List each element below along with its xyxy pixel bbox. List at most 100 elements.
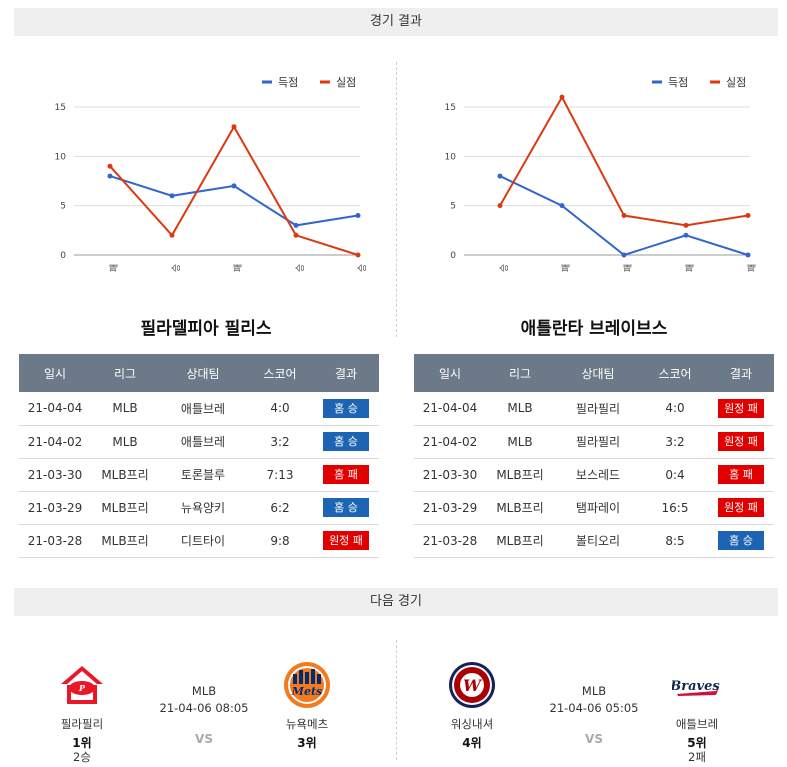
result-cell: 원정 패 [708,392,774,426]
score-cell: 0:4 [642,458,708,492]
result-cell: 홈 승 [708,524,774,558]
next-game-nationals-braves[interactable]: W 워싱내셔 4위 MLB 21-04-06 05:05 VS Braves 애… [404,650,784,765]
y-tick-label: 10 [55,152,67,162]
data-point [231,124,237,130]
league-cell: MLB [91,425,159,459]
date-cell: 21-04-02 [19,425,91,459]
x-tick-label: 승 [295,264,306,272]
league-cell: MLB프리 [91,491,159,525]
braves-line-chart: 0 5 10 15 승 패 패 패 패 득점 실점 [445,76,758,272]
opponent-cell: 볼티오리 [554,524,642,558]
x-tick-label: 패 [747,264,758,272]
game-league: MLB [191,684,217,698]
x-tick-label: 패 [109,264,120,272]
x-tick-label: 패 [685,264,696,272]
score-cell: 3:2 [642,425,708,459]
phillies-results-table: 일시 리그 상대팀 스코어 결과 21-04-04 MLB 애틀브레 4:0 홈 승 21… [19,354,379,558]
result-badge: 홈 패 [718,465,764,484]
header-league: 리그 [91,354,159,392]
table-row: 21-03-30 MLB프리 보스레드 0:4 홈 패 [414,458,774,492]
result-badge: 홈 승 [323,398,369,418]
result-cell: 홈 승 [313,491,379,525]
header-score: 스코어 [642,354,708,392]
result-badge: 홈 패 [323,465,369,484]
header-opponent: 상대팀 [159,354,247,392]
legend-label: 실점 [336,76,356,89]
date-cell: 21-03-30 [414,458,486,492]
svg-text:Braves: Braves [672,679,720,694]
next-game-divider [396,640,397,760]
game-info: MLB 21-04-06 05:05 VS [529,684,659,746]
away-team-streak: 2패 [688,750,706,764]
table-row: 21-03-30 MLB프리 토론블루 7:13 홈 패 [19,458,379,492]
result-badge: 원정 패 [718,432,764,451]
away-team[interactable]: Braves 애틀브레 5위 2패 [652,660,742,763]
home-team-rank: 4위 [462,736,482,750]
result-cell: 홈 패 [708,458,774,492]
away-team-rank: 5위 [687,736,707,750]
date-cell: 21-03-30 [19,458,91,492]
x-tick-label: 패 [233,264,244,272]
phillies-logo-icon: P [61,666,103,704]
home-team-rank: 1위 [72,736,92,750]
phillies-score-chart: 0 5 10 15 패 승 패 승 승 득점 실점 [14,62,394,277]
series-line-conceded [109,124,359,256]
data-point [497,203,503,209]
data-point [293,232,299,238]
y-tick-label: 5 [60,202,66,212]
opponent-cell: 탬파레이 [554,491,642,525]
data-point [355,252,361,258]
next-game-phillies-mets[interactable]: P 필라필리 1위 2승 MLB 21-04-06 08:05 VS Mets … [14,650,394,765]
away-team[interactable]: Mets 뉴욕메츠 3위 [262,660,352,751]
opponent-cell: 토론블루 [159,458,247,492]
data-point [231,183,237,189]
x-tick-label: 승 [499,264,510,272]
table-row: 21-03-28 MLB프리 볼티오리 8:5 홈 승 [414,524,774,558]
away-team-name: 뉴욕메츠 [285,717,329,731]
league-cell: MLB프리 [486,491,554,525]
y-tick-label: 5 [450,202,456,212]
home-team[interactable]: W 워싱내셔 4위 [427,660,517,751]
result-badge: 홈 승 [718,531,764,550]
score-cell: 8:5 [642,524,708,558]
home-team[interactable]: P 필라필리 1위 2승 [37,660,127,763]
y-tick-label: 0 [60,251,66,261]
data-point [559,94,565,100]
svg-text:W: W [463,676,483,695]
legend-label: 득점 [668,76,688,89]
data-point [683,222,689,228]
results-divider [396,62,397,337]
date-cell: 21-04-04 [19,392,91,426]
home-team-name: 필라필리 [60,717,104,731]
game-datetime: 21-04-06 05:05 [549,701,639,715]
braves-score-chart: 0 5 10 15 승 패 패 패 패 득점 실점 [404,62,784,277]
result-cell: 홈 승 [313,425,379,459]
score-cell: 3:2 [247,425,313,459]
header-opponent: 상대팀 [554,354,642,392]
data-point [169,232,175,238]
header-result: 결과 [708,354,774,392]
braves-logo-icon: Braves [672,679,720,696]
opponent-cell: 뉴욕양키 [159,491,247,525]
home-team-name: 워싱내셔 [450,717,494,731]
header-score: 스코어 [247,354,313,392]
opponent-cell: 애틀브레 [159,392,247,426]
opponent-cell: 디트타이 [159,524,247,558]
table-row: 21-03-28 MLB프리 디트타이 9:8 원정 패 [19,524,379,558]
score-cell: 16:5 [642,491,708,525]
vs-label: VS [195,732,213,746]
header-date: 일시 [19,354,91,392]
mets-logo-icon: Mets [284,662,330,708]
y-tick-label: 15 [445,103,456,113]
opponent-cell: 필라필리 [554,392,642,426]
header-league: 리그 [486,354,554,392]
phillies-team-title: 필라델피아 필리스 [140,319,272,339]
date-cell: 21-04-04 [414,392,486,426]
legend-label: 득점 [278,76,298,89]
result-cell: 홈 승 [313,392,379,426]
score-cell: 9:8 [247,524,313,558]
vs-label: VS [585,732,603,746]
svg-text:P: P [78,683,86,693]
x-tick-label: 패 [623,264,634,272]
